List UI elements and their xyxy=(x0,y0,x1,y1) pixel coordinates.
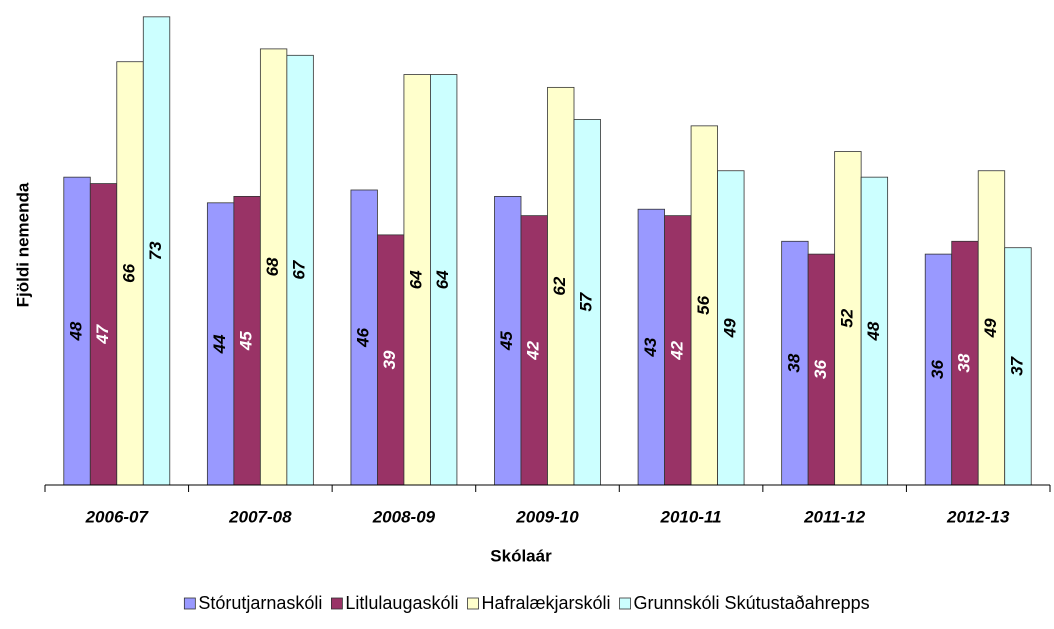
bar xyxy=(63,176,91,486)
bar xyxy=(89,183,118,486)
value-label: 57 xyxy=(577,291,596,311)
value-label: 43 xyxy=(641,337,660,357)
legend-swatch xyxy=(467,597,479,610)
value-label: 73 xyxy=(146,241,165,260)
value-label: 45 xyxy=(497,331,516,351)
bar xyxy=(377,234,405,486)
legend-label: Grunnskóli Skútustaðahrepps xyxy=(634,593,870,613)
value-label: 64 xyxy=(407,270,426,289)
bar xyxy=(690,125,718,486)
value-label: 37 xyxy=(1007,355,1026,375)
value-label: 47 xyxy=(93,323,112,344)
value-label: 48 xyxy=(67,321,86,341)
bar xyxy=(142,16,171,486)
value-label: 46 xyxy=(354,327,373,347)
bar xyxy=(664,215,692,486)
legend-swatch xyxy=(183,597,196,610)
bar xyxy=(781,240,809,486)
bar xyxy=(977,170,1006,486)
x-tick-label: 2007-08 xyxy=(228,507,292,526)
value-label: 68 xyxy=(263,257,282,276)
value-label: 36 xyxy=(811,360,830,379)
value-label: 48 xyxy=(864,321,883,341)
value-label: 49 xyxy=(981,318,1000,338)
legend-label: Hafralækjarskóli xyxy=(481,593,610,613)
x-tick-label: 2008-09 xyxy=(372,507,436,526)
bar xyxy=(860,176,889,486)
value-label: 38 xyxy=(954,353,973,372)
value-label: 67 xyxy=(290,259,309,279)
bar xyxy=(834,151,862,486)
x-tick-label: 2006-07 xyxy=(85,507,150,526)
value-label: 52 xyxy=(837,308,856,327)
bar xyxy=(206,202,235,486)
bar xyxy=(1004,247,1032,486)
value-label: 64 xyxy=(433,270,452,289)
value-label: 56 xyxy=(694,295,713,314)
bar xyxy=(573,119,601,486)
bar xyxy=(403,74,431,486)
legend: Stórutjarnaskóli Litlulaugaskóli Hafralækj… xyxy=(183,593,870,613)
legend-label: Stórutjarnaskóli xyxy=(198,593,322,613)
legend-swatch xyxy=(619,597,631,610)
bar xyxy=(350,189,378,486)
x-axis-title: Skólaár xyxy=(490,546,552,565)
x-tick-label: 2012-13 xyxy=(946,507,1010,526)
bar xyxy=(286,54,314,486)
legend-label: Litlulaugaskóli xyxy=(345,593,458,613)
bar xyxy=(547,86,575,486)
value-label: 36 xyxy=(928,360,947,379)
value-label: 42 xyxy=(524,340,543,360)
bar xyxy=(259,48,288,486)
bar xyxy=(430,74,458,486)
x-tick-label: 2010-11 xyxy=(660,507,722,526)
y-axis-title: Fjöldi nemenda xyxy=(13,182,32,307)
value-label: 66 xyxy=(120,263,139,282)
bar xyxy=(717,170,745,486)
value-label: 49 xyxy=(720,318,739,338)
value-label: 62 xyxy=(550,276,569,295)
value-label: 39 xyxy=(380,350,399,369)
value-label: 44 xyxy=(210,334,229,354)
value-label: 42 xyxy=(667,340,686,360)
value-label: 45 xyxy=(237,331,256,351)
value-label: 38 xyxy=(784,353,803,372)
x-tick-label: 2009-10 xyxy=(515,507,579,526)
legend-swatch xyxy=(330,597,343,610)
x-tick-label: 2011-12 xyxy=(803,507,866,526)
bar xyxy=(951,240,979,486)
